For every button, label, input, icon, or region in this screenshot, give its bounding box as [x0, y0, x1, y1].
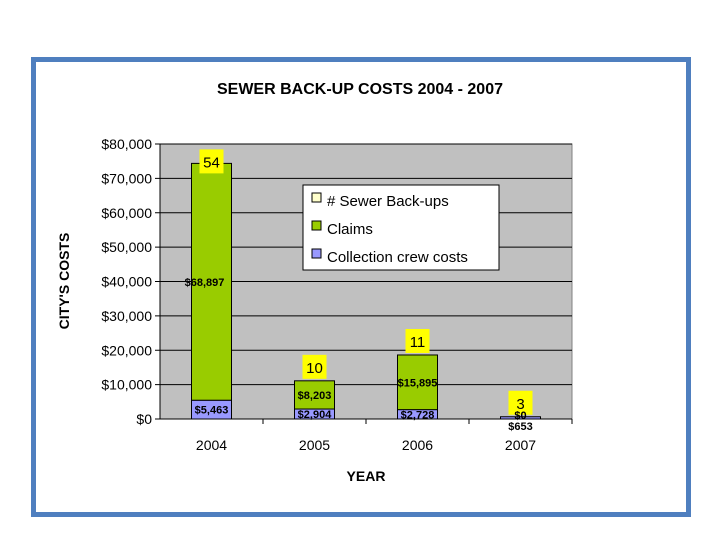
legend-label-2: Collection crew costs: [327, 249, 468, 266]
data-label-crew-2007: $653: [508, 421, 532, 433]
x-tick-label: 2005: [299, 437, 330, 453]
data-label-claims-2006: $15,895: [398, 377, 438, 389]
data-label-claims-2005: $8,203: [298, 390, 332, 402]
data-label-claims-2004: $68,897: [185, 277, 225, 289]
legend-swatch-2: [311, 248, 322, 259]
count-box-2006: [405, 328, 430, 353]
y-tick-label: $80,000: [101, 136, 152, 152]
data-label-crew-2006: $2,728: [401, 409, 435, 421]
bar-claims-2004: [191, 162, 232, 401]
y-tick-label: $10,000: [101, 377, 152, 393]
count-label-2007: 3: [516, 396, 524, 413]
data-label-claims-2007: $0: [514, 410, 526, 422]
legend-label-0: # Sewer Back-ups: [327, 193, 449, 210]
y-axis-title: CITY'S COSTS: [56, 233, 72, 330]
legend-swatch-0: [311, 192, 322, 203]
data-label-crew-2005: $2,904: [298, 409, 333, 421]
y-tick-label: $50,000: [101, 239, 152, 255]
x-tick-label: 2006: [402, 437, 433, 453]
x-tick-label: 2007: [505, 437, 536, 453]
y-tick-label: $60,000: [101, 205, 152, 221]
bar-crew-2007: [500, 416, 541, 420]
y-tick-label: $40,000: [101, 274, 152, 290]
y-tick-label: $70,000: [101, 170, 152, 186]
y-tick-label: $20,000: [101, 342, 152, 358]
legend-label-1: Claims: [327, 221, 373, 238]
count-label-2004: 54: [203, 154, 220, 171]
count-box-2005: [302, 354, 327, 379]
count-label-2006: 11: [410, 334, 426, 351]
y-tick-label: $30,000: [101, 308, 152, 324]
legend-swatch-1: [311, 220, 322, 231]
bar-claims-2006: [397, 354, 438, 411]
y-tick-label: $0: [136, 411, 152, 427]
legend-box: [302, 184, 500, 271]
x-axis-title: YEAR: [347, 468, 386, 484]
count-box-2007: [508, 390, 533, 415]
chart-title: SEWER BACK-UP COSTS 2004 - 2007: [217, 81, 503, 98]
x-tick-label: 2004: [196, 437, 227, 453]
count-box-2004: [199, 149, 224, 174]
bar-claims-2005: [294, 380, 335, 410]
data-label-crew-2004: $5,463: [195, 405, 229, 417]
count-label-2005: 10: [306, 360, 323, 377]
